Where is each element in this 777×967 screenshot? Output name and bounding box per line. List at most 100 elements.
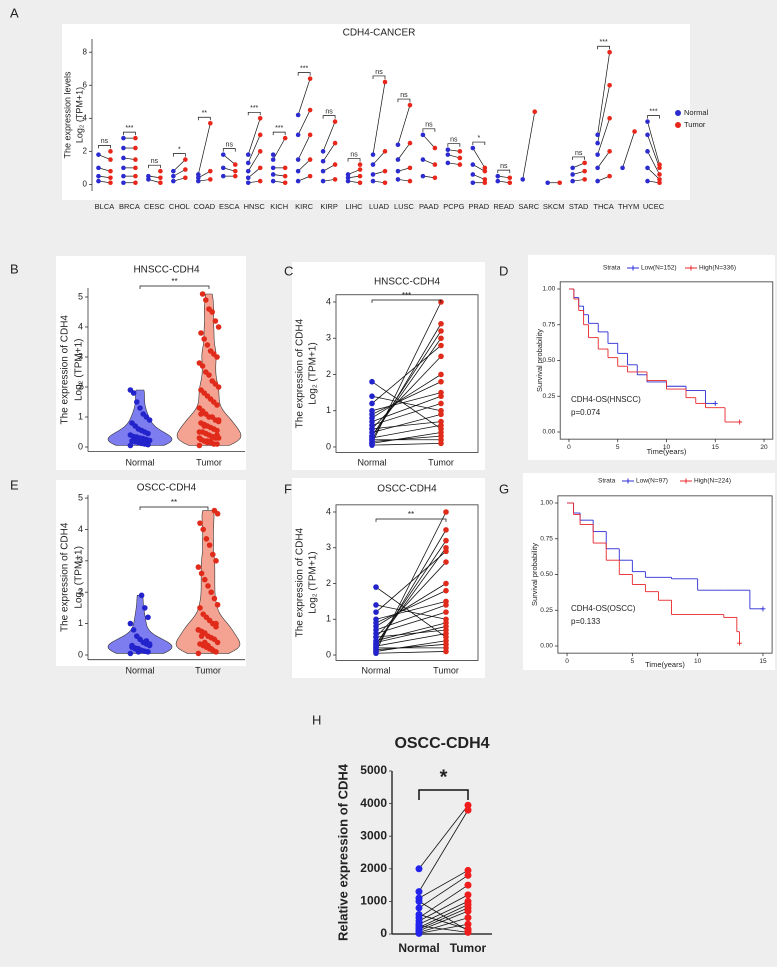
y-axis-label: The expression of CDH4 (295, 318, 306, 428)
point (211, 595, 218, 602)
point (213, 558, 219, 564)
significance-label: ** (408, 510, 414, 519)
point (282, 180, 288, 186)
point (213, 620, 219, 627)
legend-marker (675, 122, 681, 128)
y-tick-label: 3 (78, 351, 83, 361)
point (607, 116, 612, 121)
y-axis-label: Log₂ (TPM+1) (74, 87, 84, 143)
point (332, 177, 338, 182)
x-tick-label: SKCM (543, 202, 565, 211)
panel-letter: D (499, 263, 508, 278)
point (134, 633, 140, 639)
point (307, 107, 313, 113)
y-tick-label: 5000 (360, 763, 387, 777)
point (420, 173, 426, 179)
pair-line (422, 134, 436, 149)
point (257, 132, 263, 138)
significance-label: *** (600, 39, 608, 46)
point (245, 180, 251, 186)
point (196, 360, 203, 366)
point (195, 650, 202, 657)
point (373, 620, 379, 626)
point (438, 393, 444, 400)
point (570, 165, 575, 171)
y-tick-label: 5 (78, 291, 83, 301)
x-tick-label: ESCA (219, 202, 239, 211)
chart-title: HNSCC-CDH4 (374, 277, 441, 288)
point (373, 648, 379, 655)
y-axis-label: Log₂ (TPM+1) (74, 546, 85, 609)
significance-label: * (477, 135, 480, 142)
significance-label: *** (125, 125, 133, 132)
x-tick-label: PCPG (443, 202, 464, 211)
point (210, 647, 216, 654)
point (370, 172, 376, 177)
pair-line (418, 901, 469, 925)
point (420, 132, 426, 138)
point (245, 168, 251, 174)
point (595, 140, 600, 146)
point (415, 904, 423, 912)
chart-title: OSCC-CDH4 (394, 735, 489, 752)
point (320, 178, 326, 184)
point (345, 178, 351, 184)
pair-line (371, 435, 442, 442)
point (369, 411, 375, 418)
y-tick-label: 1000 (360, 894, 387, 908)
x-tick-label: Tumor (196, 457, 222, 467)
point (211, 507, 218, 514)
point (133, 173, 138, 179)
point (245, 152, 251, 157)
point (582, 160, 587, 166)
significance-bracket (447, 143, 461, 147)
point (464, 891, 472, 899)
pair-line (375, 551, 447, 613)
point (121, 155, 126, 161)
y-tick-label: 0 (83, 180, 88, 189)
pair-line (647, 134, 660, 168)
y-axis-label: Log₂ (TPM+1) (308, 342, 319, 405)
point (595, 152, 600, 157)
pair-line (597, 52, 610, 135)
annotation: CDH4-OS(OSCC) (571, 604, 636, 613)
point (373, 584, 379, 590)
point (443, 527, 449, 533)
point (332, 162, 338, 167)
point (197, 605, 203, 611)
point (121, 145, 126, 151)
point (171, 173, 176, 179)
point (171, 178, 176, 184)
censor-mark (712, 400, 718, 406)
significance-bracket (272, 131, 286, 136)
x-tick-label: Tumor (450, 941, 487, 955)
pair-line (322, 121, 336, 152)
point (438, 353, 444, 360)
point (245, 175, 251, 181)
x-tick-label: THYM (618, 202, 639, 211)
point (257, 178, 263, 184)
point (196, 175, 201, 181)
point (134, 399, 140, 405)
legend-label: High(N=224) (694, 478, 731, 485)
point (657, 177, 662, 182)
point (464, 806, 472, 814)
point (464, 928, 472, 936)
significance-bracket (597, 45, 610, 50)
point (464, 914, 472, 922)
significance-label: ns (101, 138, 109, 145)
x-tick-label: COAD (193, 202, 215, 211)
point (432, 145, 438, 151)
significance-label: *** (275, 125, 283, 132)
point (211, 426, 217, 432)
significance-label: ns (325, 108, 333, 115)
pair-line (247, 118, 261, 155)
point (464, 801, 472, 809)
significance-bracket (297, 72, 311, 76)
significance-label: ns (226, 141, 234, 148)
x-tick-label: LUSC (394, 202, 415, 211)
point (158, 175, 163, 181)
point (395, 157, 401, 162)
point (607, 149, 612, 154)
x-tick-label: Tumor (433, 665, 459, 675)
